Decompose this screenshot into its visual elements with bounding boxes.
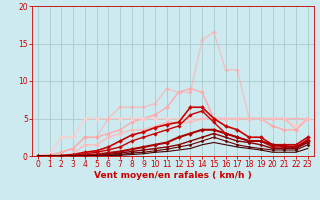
X-axis label: Vent moyen/en rafales ( km/h ): Vent moyen/en rafales ( km/h ) [94, 171, 252, 180]
